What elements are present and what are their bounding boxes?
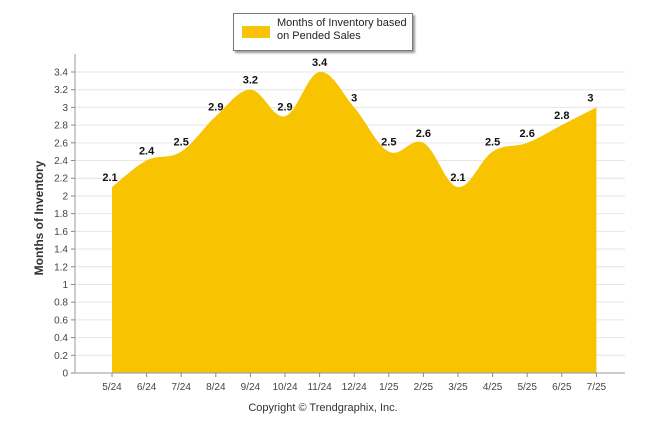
y-tick-label: 1.8	[54, 209, 68, 220]
y-tick-label: 0	[62, 369, 68, 380]
x-tick-label: 8/24	[206, 382, 226, 393]
x-tick-labels: 5/24 6/24 7/24 8/24 9/24 10/24 11/24 12/24 1/25 2…	[102, 382, 606, 393]
y-tick-label: 3.2	[54, 85, 68, 96]
x-tick-label: 1/25	[379, 382, 399, 393]
y-tick-label: 1.6	[54, 227, 68, 238]
legend: Months of Inventory based on Pended Sale…	[233, 13, 413, 51]
y-tick-label: 2.2	[54, 174, 68, 185]
y-tick-label: 3.4	[54, 68, 68, 79]
area-fill	[112, 71, 597, 374]
data-label: 2.5	[174, 137, 189, 149]
y-tick-label: 2.4	[54, 156, 68, 167]
data-label: 2.6	[520, 128, 535, 140]
x-tick-label: 5/25	[517, 382, 537, 393]
y-tick-label: 1.4	[54, 245, 68, 256]
x-tick-label: 6/25	[552, 382, 572, 393]
x-tick-label: 12/24	[342, 382, 367, 393]
data-label: 3	[587, 92, 593, 104]
copyright-text: Copyright © Trendgraphix, Inc.	[248, 402, 398, 414]
x-tick-label: 5/24	[102, 382, 122, 393]
legend-label: Months of Inventory based on Pended Sale…	[277, 17, 407, 42]
data-label: 2.9	[208, 101, 223, 113]
y-tick-label: 0.6	[54, 315, 68, 326]
x-tick-label: 7/24	[171, 382, 191, 393]
data-label: 3	[351, 92, 357, 104]
y-tick-label: 1.2	[54, 262, 68, 273]
y-tick-labels: 0 0.2 0.4 0.6 0.8 1 1.2 1.4 1.6 1.8 2 2.2 2.4 2.6 2.8 3…	[54, 68, 68, 380]
axes	[74, 54, 625, 377]
y-tick-label: 1	[62, 280, 68, 291]
data-label: 2.9	[277, 101, 292, 113]
x-tick-label: 10/24	[272, 382, 297, 393]
data-label: 2.6	[416, 128, 431, 140]
data-label: 2.1	[102, 172, 117, 184]
x-tick-label: 2/25	[414, 382, 434, 393]
data-label: 2.4	[139, 146, 155, 158]
x-tick-label: 11/24	[307, 382, 332, 393]
data-labels: 2.1 2.4 2.5 2.9 3.2 2.9 3.4 3 2.5 2.6 2.1 2.5 2.6 2.8…	[102, 57, 593, 184]
data-label: 2.1	[450, 172, 465, 184]
data-label: 2.8	[554, 110, 569, 122]
data-label: 3.4	[312, 57, 328, 69]
data-label: 2.5	[485, 137, 500, 149]
area-series	[112, 71, 597, 374]
data-label: 2.5	[381, 137, 396, 149]
x-tick-label: 4/25	[483, 382, 503, 393]
y-tick-label: 2.8	[54, 121, 68, 132]
y-axis-label: Months of Inventory	[32, 160, 46, 276]
legend-swatch	[242, 26, 270, 38]
data-label: 3.2	[243, 75, 258, 87]
y-tick-label: 0.8	[54, 298, 68, 309]
y-tick-label: 2.6	[54, 138, 68, 149]
y-tick-label: 3	[62, 103, 68, 114]
x-tick-label: 7/25	[587, 382, 607, 393]
x-tick-label: 9/24	[241, 382, 261, 393]
y-tick-label: 2	[62, 191, 68, 202]
y-tick-label: 0.2	[54, 351, 68, 362]
x-tick-label: 6/24	[137, 382, 157, 393]
y-tick-label: 0.4	[54, 333, 68, 344]
x-tick-label: 3/25	[448, 382, 468, 393]
